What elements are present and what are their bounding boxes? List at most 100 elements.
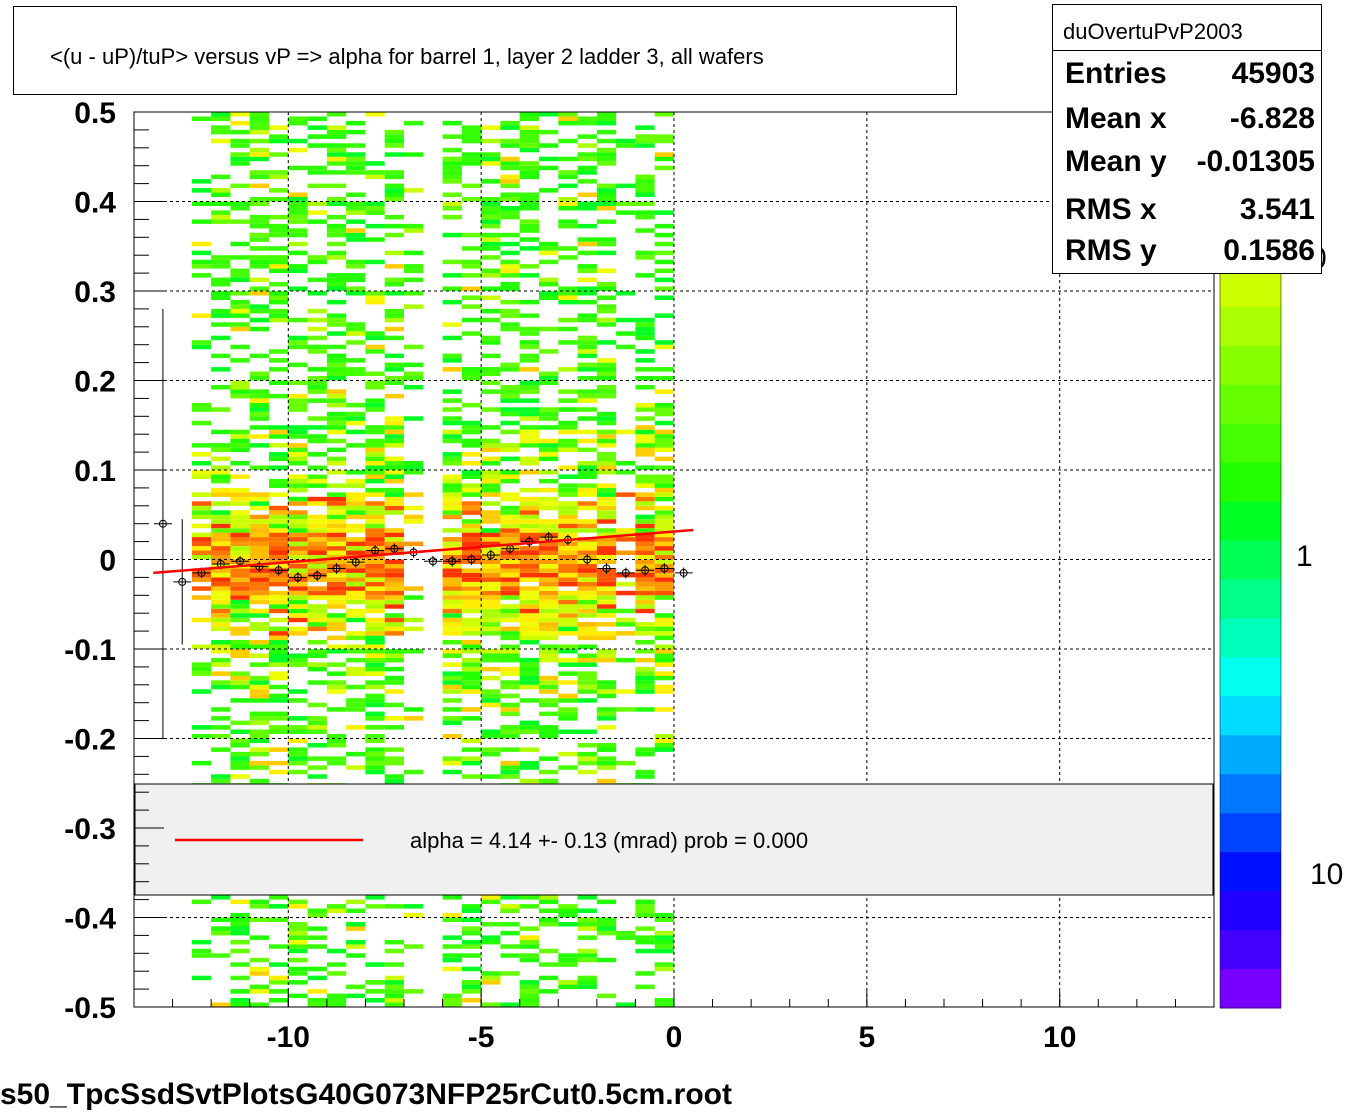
heatmap-cell	[288, 738, 308, 743]
heatmap-cell	[307, 201, 327, 206]
heatmap-cell	[654, 644, 674, 649]
heatmap-cell	[635, 358, 655, 363]
heatmap-cell	[346, 546, 366, 551]
heatmap-cell	[249, 125, 269, 130]
heatmap-cell	[500, 707, 520, 712]
heatmap-cell	[539, 371, 559, 376]
heatmap-cell	[249, 541, 269, 547]
heatmap-cell	[539, 541, 559, 547]
heatmap-cell	[442, 161, 462, 166]
heatmap-cell	[307, 376, 327, 381]
heatmap-cell	[500, 666, 520, 672]
heatmap-cell	[384, 492, 404, 497]
heatmap-cell	[461, 966, 482, 972]
heatmap-cell	[596, 993, 617, 999]
heatmap-cell	[365, 765, 385, 770]
profile-point	[255, 562, 264, 571]
heatmap-cell	[230, 434, 250, 439]
heatmap-cell	[269, 358, 289, 363]
heatmap-cell	[596, 322, 617, 327]
heatmap-cell	[519, 604, 539, 609]
heatmap-cell	[500, 774, 520, 779]
heatmap-cell	[384, 586, 404, 591]
heatmap-cell	[326, 371, 347, 376]
heatmap-cell	[326, 331, 347, 336]
heatmap-cell	[442, 510, 462, 515]
heatmap-cell	[654, 635, 674, 641]
heatmap-cell	[481, 152, 501, 157]
heatmap-cell	[635, 228, 655, 233]
heatmap-cell	[654, 286, 674, 291]
heatmap-cell	[249, 201, 269, 206]
heatmap-cell	[365, 398, 385, 403]
heatmap-cell	[365, 640, 385, 645]
heatmap-cell	[481, 751, 501, 757]
heatmap-cell	[539, 631, 559, 636]
heatmap-cell	[442, 756, 462, 761]
heatmap-cell	[288, 689, 308, 694]
heatmap-cell	[654, 917, 674, 922]
heatmap-cell	[635, 483, 655, 488]
y-tick-label: 0.1	[74, 455, 116, 488]
heatmap-cell	[539, 702, 559, 708]
heatmap-cell	[500, 626, 520, 632]
heatmap-cell	[249, 259, 269, 265]
heatmap-cell	[288, 546, 308, 551]
heatmap-cell	[539, 452, 559, 457]
heatmap-cell	[481, 335, 501, 341]
heatmap-cell	[365, 635, 385, 641]
heatmap-cell	[269, 492, 289, 497]
heatmap-cell	[365, 201, 385, 206]
heatmap-cell	[288, 698, 308, 703]
heatmap-cell	[519, 116, 539, 121]
heatmap-cell	[577, 134, 597, 139]
heatmap-cell	[230, 698, 250, 703]
heatmap-cell	[288, 201, 308, 206]
heatmap-cell	[519, 443, 539, 448]
heatmap-cell	[635, 407, 655, 412]
heatmap-cell	[558, 622, 578, 627]
heatmap-cell	[307, 259, 327, 265]
heatmap-cell	[288, 971, 308, 976]
heatmap-cell	[230, 926, 250, 931]
heatmap-cell	[481, 572, 501, 578]
heatmap-cell	[288, 550, 308, 555]
heatmap-cell	[577, 586, 597, 591]
heatmap-cell	[326, 425, 347, 430]
heatmap-cell	[577, 165, 597, 171]
heatmap-cell	[326, 971, 347, 976]
heatmap-cell	[404, 344, 424, 350]
heatmap-cell	[230, 1002, 250, 1007]
heatmap-cell	[326, 541, 347, 547]
heatmap-cell	[577, 626, 597, 632]
heatmap-cell	[596, 711, 617, 717]
stats-label: RMS y	[1065, 234, 1157, 267]
heatmap-cell	[558, 223, 578, 229]
heatmap-cell	[481, 487, 501, 493]
heatmap-cell	[539, 555, 559, 560]
heatmap-cell	[191, 505, 212, 511]
heatmap-cell	[654, 429, 674, 435]
heatmap-cell	[365, 528, 385, 533]
heatmap-cell	[461, 452, 482, 457]
heatmap-cell	[288, 501, 308, 506]
heatmap-cell	[384, 649, 404, 654]
heatmap-cell	[269, 595, 289, 600]
heatmap-cell	[249, 590, 269, 596]
heatmap-cell	[365, 170, 385, 175]
heatmap-cell	[442, 501, 462, 506]
heatmap-cell	[442, 179, 462, 184]
heatmap-cell	[326, 581, 347, 587]
heatmap-cell	[596, 957, 617, 963]
heatmap-cell	[346, 326, 366, 332]
heatmap-cell	[269, 478, 289, 484]
heatmap-cell	[635, 322, 655, 327]
heatmap-cell	[211, 568, 231, 573]
heatmap-cell	[288, 586, 308, 591]
heatmap-cell	[654, 998, 674, 1003]
heatmap-cell	[365, 161, 385, 166]
heatmap-cell	[577, 519, 597, 524]
colorbar-segment	[1220, 930, 1281, 970]
heatmap-cell	[326, 232, 347, 238]
